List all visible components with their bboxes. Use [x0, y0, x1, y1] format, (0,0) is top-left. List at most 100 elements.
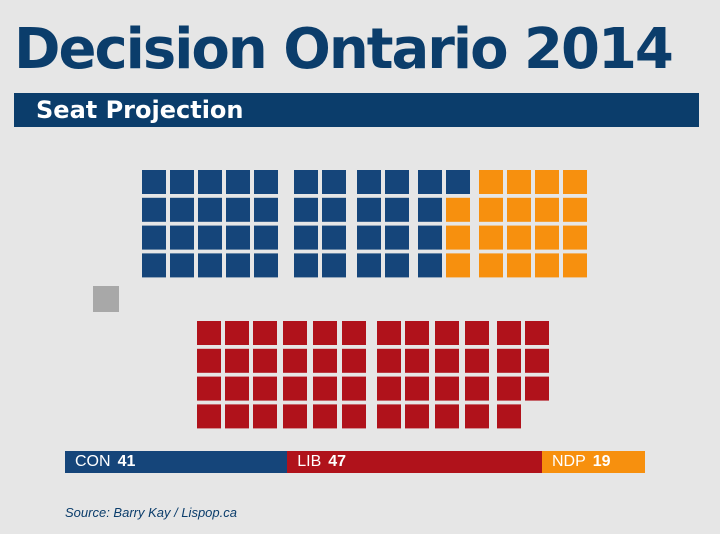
con-seat	[357, 253, 381, 278]
ndp-seat	[563, 225, 587, 250]
lib-seat	[253, 404, 277, 429]
lib-seat	[342, 404, 366, 429]
con-seat	[170, 225, 194, 250]
con-seat	[385, 170, 409, 194]
lib-seat	[525, 321, 549, 345]
lib-seat	[377, 376, 401, 401]
lib-seat	[377, 321, 401, 345]
con-seat	[446, 170, 470, 194]
lib-seat	[253, 321, 277, 345]
lib-seat	[435, 376, 459, 401]
ndp-seat	[446, 253, 470, 278]
con-seat	[322, 225, 346, 250]
con-seat	[142, 253, 166, 278]
con-seat	[357, 225, 381, 250]
lib-seat	[313, 376, 337, 401]
ndp-seat	[535, 253, 559, 278]
ndp-seat	[479, 253, 503, 278]
lib-seat	[283, 321, 307, 345]
lib-seat	[497, 348, 521, 373]
lib-seat	[253, 376, 277, 401]
con-seat	[170, 253, 194, 278]
lib-seat	[465, 321, 489, 345]
con-seat	[142, 197, 166, 222]
con-seat	[294, 253, 318, 278]
ndp-seat	[563, 197, 587, 222]
lib-seat	[197, 376, 221, 401]
lib-seat	[225, 348, 249, 373]
con-seat	[142, 170, 166, 194]
con-seat	[254, 197, 278, 222]
ndp-seat	[535, 197, 559, 222]
lib-seat	[283, 376, 307, 401]
con-seat	[385, 225, 409, 250]
con-seat	[294, 170, 318, 194]
lib-seat	[405, 348, 429, 373]
con-seat	[254, 170, 278, 194]
con-seat	[385, 253, 409, 278]
ndp-seat	[535, 170, 559, 194]
con-seat	[294, 225, 318, 250]
lib-seat	[525, 376, 549, 401]
con-seat	[418, 197, 442, 222]
con-seat	[198, 170, 222, 194]
ndp-total-segment: NDP 19	[542, 451, 645, 473]
con-seat	[226, 197, 250, 222]
ndp-seat	[563, 170, 587, 194]
ndp-seat	[479, 225, 503, 250]
lib-seat	[253, 348, 277, 373]
page-subtitle: Seat Projection	[36, 96, 244, 124]
lib-seat	[497, 321, 521, 345]
lib-seat	[197, 404, 221, 429]
lib-total-segment: LIB 47	[287, 451, 542, 473]
lib-seat	[377, 348, 401, 373]
lib-seat	[283, 348, 307, 373]
lib-seat	[435, 404, 459, 429]
lib-seat	[225, 321, 249, 345]
con-total-segment: CON 41	[65, 451, 288, 473]
con-total-value: 41	[117, 453, 136, 470]
source-note: Source: Barry Kay / Lispop.ca	[65, 505, 237, 520]
lib-seat	[465, 376, 489, 401]
con-seat	[357, 170, 381, 194]
lib-seat	[225, 376, 249, 401]
lib-seat	[525, 348, 549, 373]
ndp-seat	[446, 225, 470, 250]
lib-seat	[342, 321, 366, 345]
con-seat	[418, 225, 442, 250]
lib-seat	[342, 376, 366, 401]
con-seat	[294, 197, 318, 222]
lib-seat	[313, 404, 337, 429]
lib-seat	[405, 404, 429, 429]
con-seat	[170, 197, 194, 222]
lib-seat	[313, 348, 337, 373]
lib-seat	[497, 404, 521, 429]
page-title: Decision Ontario 2014	[14, 17, 674, 82]
ndp-total-label: NDP	[552, 453, 586, 470]
ndp-seat	[479, 197, 503, 222]
con-seat	[322, 253, 346, 278]
subtitle-banner: Seat Projection	[14, 93, 699, 127]
ndp-seat	[446, 197, 470, 222]
lib-seat	[225, 404, 249, 429]
con-seat	[198, 197, 222, 222]
lib-seat	[197, 348, 221, 373]
ndp-seat	[479, 170, 503, 194]
lib-seat	[197, 321, 221, 345]
ndp-seat	[507, 170, 531, 194]
lib-seat	[435, 321, 459, 345]
lib-total-value: 47	[328, 453, 347, 470]
ndp-seat	[507, 253, 531, 278]
con-seat	[322, 197, 346, 222]
lib-seat	[465, 404, 489, 429]
speaker-seat	[93, 286, 119, 312]
ndp-seat	[563, 253, 587, 278]
lib-seat	[405, 321, 429, 345]
con-seat	[254, 225, 278, 250]
con-total-label: CON	[75, 453, 111, 470]
ndp-total-value: 19	[592, 453, 611, 470]
lib-seat	[283, 404, 307, 429]
con-seat	[142, 225, 166, 250]
lib-total-label: LIB	[297, 453, 322, 470]
